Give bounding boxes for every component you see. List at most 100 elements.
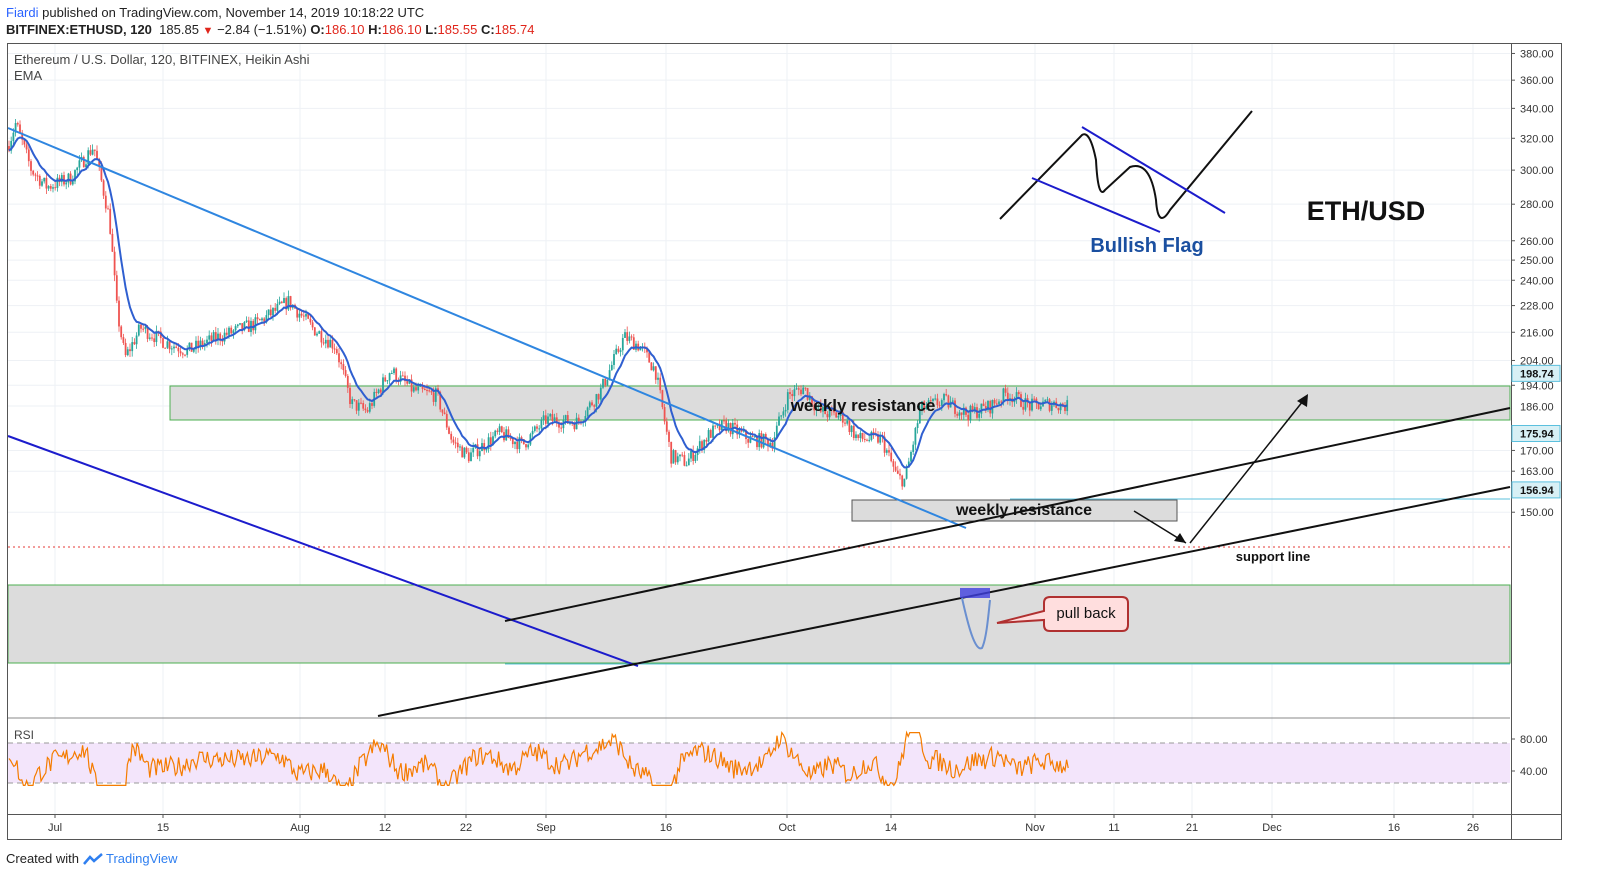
candle-body <box>646 348 648 353</box>
candle-body <box>210 335 213 342</box>
price-badge-label: 175.94 <box>1520 428 1555 440</box>
candle-body <box>529 434 532 445</box>
candle-body <box>49 186 52 189</box>
candle-body <box>516 441 519 450</box>
candle-body <box>265 315 268 323</box>
candle-body <box>498 426 501 432</box>
candle-body <box>439 392 442 410</box>
candle-body <box>38 175 41 186</box>
candle-body <box>811 396 813 405</box>
candle-body <box>518 437 521 450</box>
candle-body <box>767 438 769 447</box>
candle-body <box>379 389 382 393</box>
candle-body <box>329 339 332 348</box>
candle-body <box>199 340 202 347</box>
candle-body <box>357 402 360 411</box>
candle-body <box>175 346 178 348</box>
candle-body <box>448 427 450 434</box>
candle-body <box>32 170 35 175</box>
candle-body <box>1004 388 1007 393</box>
candle-body <box>364 408 367 411</box>
candle-body <box>846 420 849 424</box>
support-trendline[interactable] <box>377 486 1511 717</box>
candle-body <box>342 364 345 371</box>
candle-body <box>586 407 589 417</box>
candle-body <box>148 337 151 339</box>
candle-body <box>973 407 976 412</box>
candle-body <box>701 441 703 450</box>
candle-body <box>93 149 96 151</box>
candle-body <box>500 426 503 433</box>
candle-body <box>923 401 926 410</box>
candle-body <box>775 425 778 438</box>
candle-body <box>958 412 961 416</box>
candle-body <box>298 313 301 318</box>
candle-body <box>459 446 461 448</box>
candle-body <box>126 349 129 356</box>
time-tick-label: Oct <box>778 822 795 834</box>
candle-body <box>12 132 15 141</box>
price-axis[interactable]: 380.00 360.00 340.00 320.00 300.00 280.00 260.… <box>1511 48 1561 519</box>
candle-body <box>782 411 785 416</box>
bullish-flag-label: Bullish Flag <box>1090 235 1203 257</box>
last-price-badge <box>1512 398 1560 415</box>
candle-body <box>606 379 609 386</box>
candle-body <box>551 414 554 421</box>
candle-body <box>309 318 312 323</box>
price-tick-label: 360.00 <box>1520 75 1554 87</box>
candle-body <box>967 414 970 421</box>
ascending-channel-top[interactable] <box>504 407 1511 622</box>
candle-body <box>648 352 651 363</box>
candle-body <box>25 144 28 150</box>
candle-body <box>43 177 46 182</box>
candle-body <box>412 387 415 392</box>
price-badge <box>1511 424 1561 442</box>
candle-body <box>164 347 167 349</box>
candle-body <box>142 328 145 330</box>
candle-body <box>1002 388 1005 402</box>
candle-body <box>555 417 558 424</box>
channel-bottom-line[interactable] <box>7 435 639 667</box>
arrowhead-icon <box>1174 533 1186 543</box>
candle-body <box>764 434 767 439</box>
candle-body <box>894 466 897 471</box>
candle-body <box>1037 403 1040 410</box>
tradingview-logo[interactable]: TradingView <box>83 851 178 866</box>
publish-info: Fiardi published on TradingView.com, Nov… <box>6 5 424 20</box>
candle-body <box>619 350 622 352</box>
candle-body <box>181 353 184 355</box>
candle-body <box>256 317 259 320</box>
author-link[interactable]: Fiardi <box>6 5 39 20</box>
candle-body <box>456 442 459 448</box>
candle-body <box>443 412 446 414</box>
candle-body <box>960 412 963 415</box>
candle-body <box>122 337 125 343</box>
time-tick-label: 14 <box>885 822 897 834</box>
candle-body <box>599 387 602 400</box>
candle-body <box>850 425 853 433</box>
pullback-callout[interactable] <box>996 596 1129 632</box>
candle-body <box>338 353 340 363</box>
descending-trendline[interactable] <box>7 127 967 529</box>
price-tick-label: 300.00 <box>1520 165 1554 177</box>
pair-label: ETH/USD <box>1307 196 1426 226</box>
high-value: 186.10 <box>381 22 422 37</box>
candle-body <box>511 438 514 445</box>
candle-body <box>168 341 171 350</box>
candle-body <box>377 389 380 394</box>
candle-body <box>335 349 338 354</box>
candle-body <box>69 173 72 185</box>
candle-body <box>910 451 912 462</box>
time-axis[interactable]: Jul 15 Aug 12 22 Sep 16 Oct 14 Nov 11 21 Dec 16 26 <box>48 814 1479 834</box>
candle-body <box>131 342 134 352</box>
time-tick-label: Sep <box>536 822 556 834</box>
candle-body <box>679 454 681 457</box>
candle-body <box>943 394 945 401</box>
candle-body <box>1064 406 1066 412</box>
candle-body <box>705 439 708 442</box>
candle-body <box>771 442 774 449</box>
candle-body <box>866 439 868 441</box>
time-tick-label: Nov <box>1025 822 1045 834</box>
candle-body <box>602 378 604 388</box>
